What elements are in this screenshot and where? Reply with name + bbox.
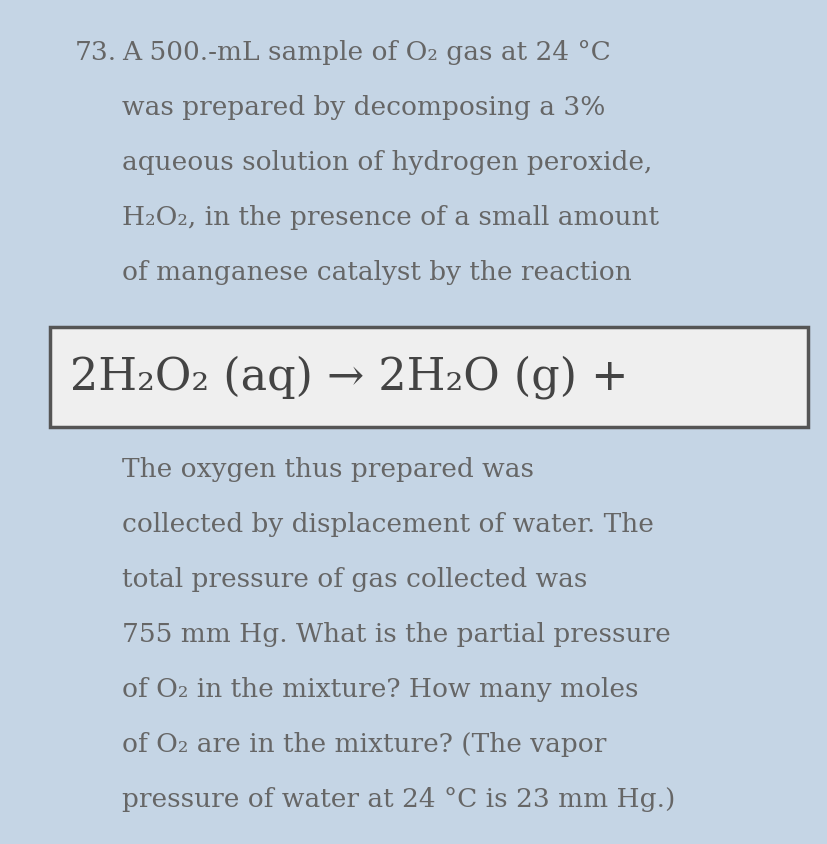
Text: aqueous solution of hydrogen peroxide,: aqueous solution of hydrogen peroxide, [122,150,652,175]
Text: collected by displacement of water. The: collected by displacement of water. The [122,512,653,537]
Text: 755 mm Hg. What is the partial pressure: 755 mm Hg. What is the partial pressure [122,622,670,647]
Text: H₂O₂, in the presence of a small amount: H₂O₂, in the presence of a small amount [122,205,658,230]
Text: 73.: 73. [75,40,117,65]
Text: 2H₂O₂ (aq) → 2H₂O (g) +: 2H₂O₂ (aq) → 2H₂O (g) + [70,355,628,399]
Text: pressure of water at 24 °C is 23 mm Hg.): pressure of water at 24 °C is 23 mm Hg.) [122,787,675,812]
FancyBboxPatch shape [50,327,807,427]
Text: of O₂ are in the mixture? (The vapor: of O₂ are in the mixture? (The vapor [122,732,605,757]
Text: was prepared by decomposing a 3%: was prepared by decomposing a 3% [122,95,605,120]
Text: A 500.-mL sample of O₂ gas at 24 °C: A 500.-mL sample of O₂ gas at 24 °C [122,40,610,65]
Text: total pressure of gas collected was: total pressure of gas collected was [122,567,586,592]
Text: The oxygen thus prepared was: The oxygen thus prepared was [122,457,533,482]
Text: of O₂ in the mixture? How many moles: of O₂ in the mixture? How many moles [122,677,638,702]
Text: of manganese catalyst by the reaction: of manganese catalyst by the reaction [122,260,631,285]
